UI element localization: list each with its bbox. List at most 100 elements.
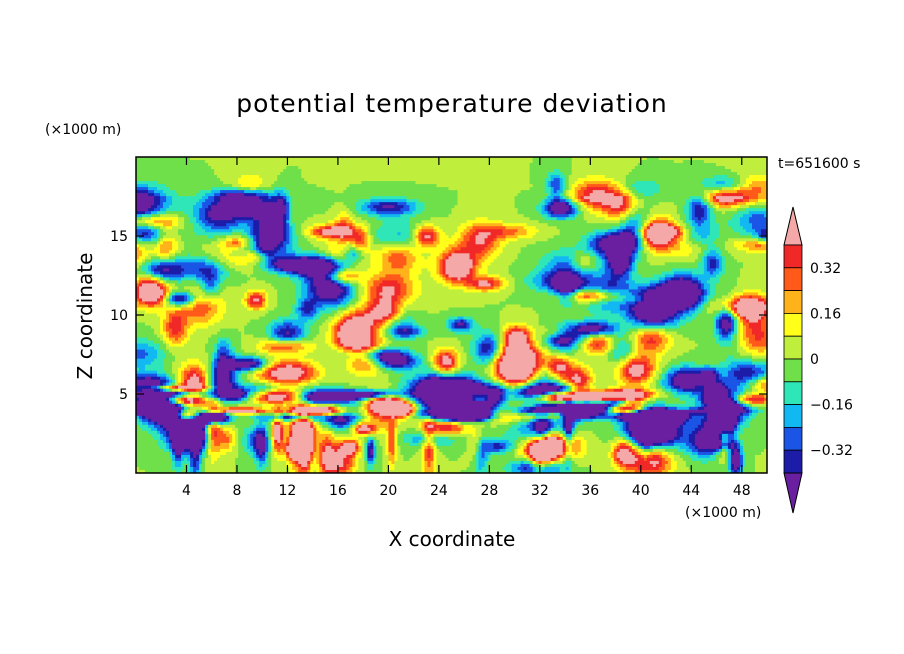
heatmap-cell [733, 292, 744, 297]
heatmap-cell [313, 214, 338, 218]
heatmap-cell [457, 361, 462, 366]
heatmap-cell [529, 166, 573, 170]
heatmap-cell [256, 262, 260, 266]
heatmap-cell [535, 241, 579, 245]
heatmap-cell [535, 349, 540, 354]
heatmap-cell [730, 313, 735, 318]
heatmap-cell [205, 292, 221, 297]
heatmap-cell [568, 340, 573, 345]
heatmap-cell [550, 379, 558, 384]
heatmap-cell [244, 295, 248, 300]
heatmap-cell [223, 253, 230, 257]
heatmap-cell [169, 331, 173, 336]
heatmap-cell [163, 241, 173, 245]
heatmap-cell [706, 253, 720, 257]
heatmap-cell [472, 226, 507, 230]
heatmap-cell [331, 337, 335, 342]
heatmap-cell [463, 364, 489, 369]
heatmap-cell [157, 253, 170, 257]
heatmap-cell [541, 346, 549, 351]
heatmap-cell [304, 355, 350, 360]
heatmap-cell [136, 328, 155, 333]
heatmap-cell [145, 355, 158, 360]
heatmap-cell [172, 298, 176, 303]
heatmap-cell [679, 361, 696, 366]
heatmap-cell [562, 295, 567, 300]
heatmap-cell [634, 256, 639, 260]
heatmap-cell [136, 211, 146, 215]
heatmap-cell [334, 265, 338, 269]
heatmap-cell [616, 334, 624, 339]
heatmap-cell [199, 199, 206, 203]
heatmap-cell [445, 319, 450, 324]
heatmap-cell [469, 253, 477, 257]
heatmap-cell [184, 343, 206, 348]
heatmap-cell [136, 400, 170, 405]
heatmap-cell [208, 337, 218, 342]
heatmap-cell [238, 373, 242, 378]
heatmap-cell [418, 397, 423, 402]
heatmap-cell [736, 280, 767, 284]
heatmap-cell [439, 226, 459, 230]
heatmap-cell [256, 241, 260, 245]
heatmap-cell [664, 262, 699, 266]
heatmap-cell [742, 289, 762, 294]
heatmap-cell [184, 244, 203, 248]
heatmap-cell [175, 385, 179, 390]
heatmap-cell [409, 346, 429, 351]
heatmap-cell [739, 343, 747, 348]
heatmap-cell [628, 274, 633, 278]
heatmap-cell [703, 268, 708, 272]
heatmap-cell [715, 208, 738, 212]
heatmap-cell [622, 196, 627, 200]
heatmap-cell [445, 367, 450, 372]
heatmap-cell [658, 394, 669, 399]
heatmap-cell [764, 298, 767, 303]
heatmap-cell [424, 358, 429, 363]
heatmap-cell [628, 262, 633, 266]
heatmap-cell [646, 373, 651, 378]
heatmap-cell [367, 400, 371, 405]
heatmap-cell [298, 358, 314, 363]
heatmap-cell [364, 286, 368, 291]
heatmap-cell [577, 193, 585, 197]
heatmap-cell [688, 349, 738, 354]
heatmap-cell [562, 196, 567, 200]
heatmap-cell [658, 280, 666, 284]
heatmap-cell [685, 241, 693, 245]
heatmap-cell [289, 388, 296, 393]
heatmap-cell [202, 394, 209, 399]
heatmap-cell [145, 349, 158, 354]
heatmap-cell [724, 244, 735, 248]
heatmap-cell [553, 211, 567, 215]
heatmap-cell [493, 250, 504, 254]
heatmap-cell [337, 325, 341, 330]
heatmap-cell [319, 373, 326, 378]
heatmap-cell [436, 268, 441, 272]
heatmap-cell [181, 277, 197, 281]
heatmap-cell [694, 316, 714, 321]
heatmap-cell [607, 325, 615, 330]
heatmap-cell [460, 367, 486, 372]
heatmap-cell [721, 295, 732, 300]
heatmap-cell [178, 223, 185, 227]
heatmap-cell [532, 325, 546, 330]
heatmap-cell [550, 193, 561, 197]
heatmap-cell [259, 394, 263, 399]
heatmap-cell [613, 337, 630, 342]
heatmap-cell [661, 358, 672, 363]
heatmap-cell [169, 250, 176, 254]
heatmap-cell [367, 301, 374, 306]
heatmap-cell [574, 256, 582, 260]
heatmap-cell [223, 289, 248, 294]
heatmap-cell [409, 208, 417, 212]
heatmap-cell [262, 181, 275, 185]
heatmap-cell [241, 241, 245, 245]
heatmap-cell [643, 223, 648, 227]
heatmap-cell [550, 214, 570, 218]
heatmap-cell [169, 325, 182, 330]
heatmap-cell [439, 355, 444, 360]
heatmap-cell [253, 232, 260, 236]
heatmap-cell [202, 367, 206, 372]
heatmap-cell [367, 244, 371, 248]
